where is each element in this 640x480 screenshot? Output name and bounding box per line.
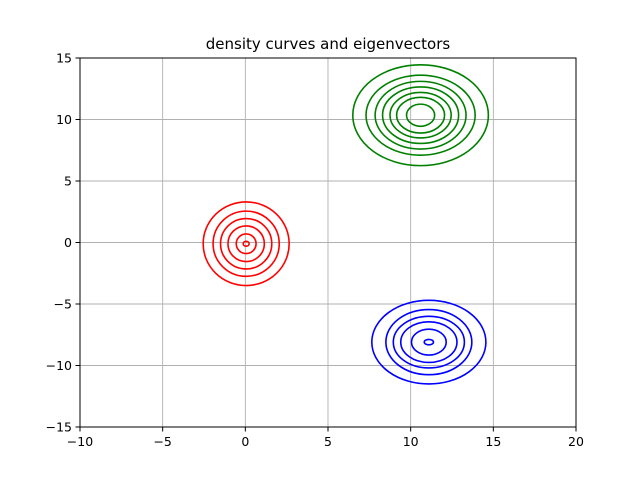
contour-line-1-3	[381, 86, 460, 145]
x-tick-label-6: 20	[568, 434, 584, 449]
contour-line-2-5	[423, 338, 435, 346]
contour-line-2-4	[410, 328, 448, 356]
y-tick-label-0: −15	[46, 420, 72, 435]
y-tick-label-3: 0	[64, 235, 72, 250]
contour-plot-area	[202, 63, 490, 385]
y-tick-label-4: 5	[64, 174, 72, 189]
contour-group-1	[351, 63, 490, 167]
y-tick-label-6: 15	[56, 51, 72, 66]
contour-line-1-6	[405, 103, 436, 128]
contour-line-1-2	[374, 80, 467, 150]
y-tick-label-2: −5	[54, 297, 72, 312]
contour-line-1-1	[365, 74, 476, 156]
contour-line-0-4	[235, 233, 257, 255]
contour-line-0-2	[219, 217, 273, 270]
x-tick-label-3: 5	[324, 434, 332, 449]
contour-group-0	[202, 201, 290, 287]
contour-line-2-3	[399, 321, 458, 364]
contour-group-2	[371, 299, 487, 385]
contour-line-0-0	[202, 201, 290, 287]
chart-title: density curves and eigenvectors	[206, 35, 451, 53]
y-tick-label-1: −10	[46, 358, 72, 373]
contour-line-2-1	[385, 308, 473, 376]
x-tick-label-5: 15	[485, 434, 501, 449]
contour-line-1-5	[395, 96, 446, 134]
contour-line-2-0	[371, 299, 487, 385]
x-tick-label-2: 0	[241, 434, 249, 449]
contour-line-0-3	[227, 225, 266, 263]
x-tick-label-4: 10	[403, 434, 419, 449]
x-tick-label-0: −10	[67, 434, 93, 449]
y-tick-label-5: 10	[56, 112, 72, 127]
contour-line-0-1	[212, 210, 281, 278]
contour-line-1-0	[351, 63, 490, 167]
contour-line-2-2	[392, 315, 466, 369]
contour-line-0-5	[242, 240, 250, 247]
contour-line-1-4	[389, 91, 452, 139]
x-tick-label-1: −5	[153, 434, 171, 449]
